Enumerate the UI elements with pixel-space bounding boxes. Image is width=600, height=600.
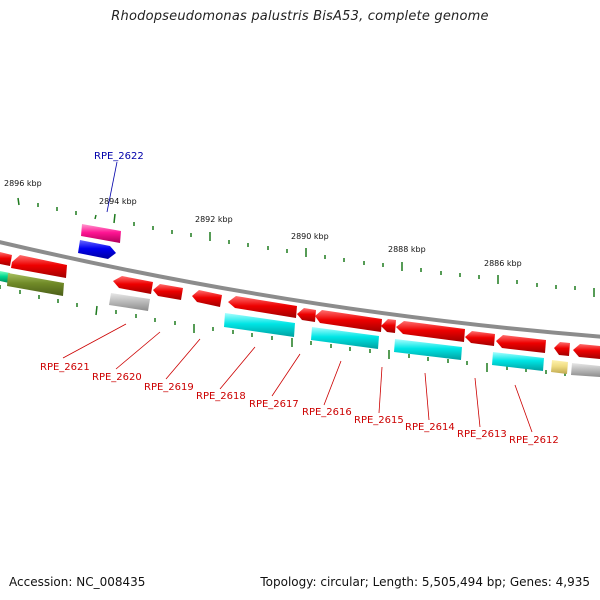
gene-arrow[interactable] <box>492 352 544 371</box>
gene-label-rpe-2616[interactable]: RPE_2616 <box>302 407 352 418</box>
gene-arrow[interactable] <box>315 310 382 332</box>
gene-arrow[interactable] <box>297 308 316 322</box>
genome-backbone <box>0 240 600 339</box>
gene-arrow[interactable] <box>11 255 67 278</box>
outer-tick-marks <box>17 197 595 297</box>
gene-arrow[interactable] <box>573 344 600 359</box>
gene-arrow[interactable] <box>311 327 379 349</box>
gene-arrow[interactable] <box>394 339 462 360</box>
outer-strand-features <box>0 224 121 278</box>
gene-arrow[interactable] <box>465 331 495 346</box>
gene-label-rpe-2619[interactable]: RPE_2619 <box>144 382 194 393</box>
kbp-label: 2888 kbp <box>388 245 426 254</box>
gene-arrow[interactable] <box>7 273 64 296</box>
inner-strand-features <box>0 271 600 377</box>
gene-arrow[interactable] <box>224 313 295 337</box>
gene-arrow[interactable] <box>571 363 600 377</box>
kbp-label: 2896 kbp <box>4 179 42 188</box>
gene-label-rpe-2614[interactable]: RPE_2614 <box>405 422 455 433</box>
gene-label-rpe-2622[interactable]: RPE_2622 <box>94 151 144 162</box>
gene-label-rpe-2618[interactable]: RPE_2618 <box>196 391 246 402</box>
gene-arrow[interactable] <box>113 276 153 294</box>
gene-arrow[interactable] <box>396 321 465 342</box>
gene-arrow[interactable] <box>381 319 396 333</box>
kbp-label: 2890 kbp <box>291 232 329 241</box>
kbp-label: 2886 kbp <box>484 259 522 268</box>
gene-arrow[interactable] <box>192 290 222 307</box>
gene-arrow[interactable] <box>153 284 183 300</box>
kbp-label: 2894 kbp <box>99 197 137 206</box>
kbp-label: 2892 kbp <box>195 215 233 224</box>
gene-arrow[interactable] <box>81 224 121 243</box>
gene-arrow[interactable] <box>0 252 12 266</box>
gene-label-rpe-2613[interactable]: RPE_2613 <box>457 429 507 440</box>
gene-label-rpe-2620[interactable]: RPE_2620 <box>92 372 142 383</box>
gene-arrow[interactable] <box>109 293 150 311</box>
map-title: Rhodopseudomonas palustris BisA53, compl… <box>111 9 489 24</box>
gene-arrow[interactable] <box>228 296 297 318</box>
gene-label-rpe-2621[interactable]: RPE_2621 <box>40 362 90 373</box>
gene-label-rpe-2617[interactable]: RPE_2617 <box>249 399 299 410</box>
gene-label-rpe-2612[interactable]: RPE_2612 <box>509 435 559 446</box>
gene-arrow[interactable] <box>554 342 570 356</box>
gene-arrow[interactable] <box>496 335 546 353</box>
accession-text: Accession: NC_008435 <box>9 575 146 589</box>
genome-stats-text: Topology: circular; Length: 5,505,494 bp… <box>260 575 590 589</box>
gene-label-rpe-2615[interactable]: RPE_2615 <box>354 415 404 426</box>
label-leader-lines <box>62 161 533 433</box>
gene-arrow[interactable] <box>78 240 116 259</box>
gene-arrow[interactable] <box>551 360 568 374</box>
inner-tick-marks <box>0 285 566 376</box>
